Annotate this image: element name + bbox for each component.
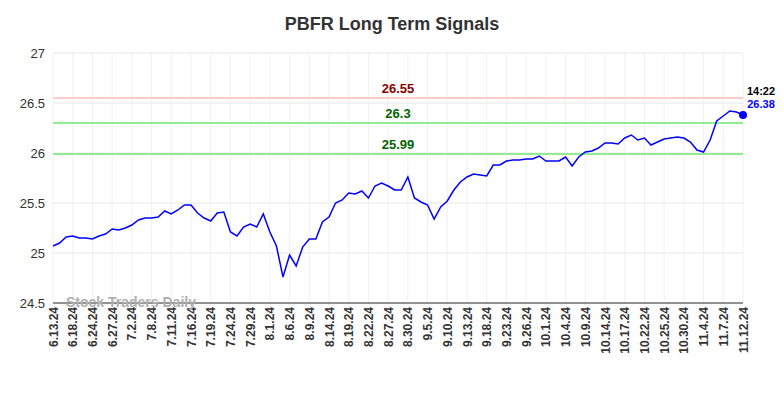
svg-text:10.4.24: 10.4.24 [559,307,573,347]
svg-text:10.14.24: 10.14.24 [599,307,613,354]
svg-text:9.5.24: 9.5.24 [421,307,435,341]
svg-text:8.14.24: 8.14.24 [323,307,337,347]
svg-text:10.17.24: 10.17.24 [618,307,632,354]
svg-text:7.2.24: 7.2.24 [125,307,139,341]
svg-text:8.27.24: 8.27.24 [382,307,396,347]
svg-text:26: 26 [31,146,45,161]
svg-text:7.11.24: 7.11.24 [165,307,179,347]
svg-text:9.18.24: 9.18.24 [480,307,494,347]
svg-text:10.30.24: 10.30.24 [677,307,691,354]
svg-text:27: 27 [31,46,45,61]
svg-text:9.23.24: 9.23.24 [500,307,514,347]
svg-text:8.6.24: 8.6.24 [283,307,297,341]
svg-text:6.18.24: 6.18.24 [66,307,80,347]
svg-text:11.12.24: 11.12.24 [737,307,751,353]
svg-text:7.16.24: 7.16.24 [185,307,199,347]
svg-text:10.22.24: 10.22.24 [638,307,652,354]
svg-text:7.19.24: 7.19.24 [204,307,218,347]
svg-text:7.24.24: 7.24.24 [224,307,238,347]
svg-text:9.13.24: 9.13.24 [461,307,475,347]
svg-text:9.10.24: 9.10.24 [441,307,455,347]
svg-text:8.1.24: 8.1.24 [263,307,277,341]
svg-text:10.25.24: 10.25.24 [658,307,672,354]
svg-text:8.30.24: 8.30.24 [401,307,415,347]
svg-text:14:22: 14:22 [747,85,775,97]
svg-text:10.9.24: 10.9.24 [579,307,593,347]
svg-text:7.29.24: 7.29.24 [244,307,258,347]
svg-text:25: 25 [31,246,45,261]
svg-text:24.5: 24.5 [20,296,45,311]
svg-text:9.26.24: 9.26.24 [520,307,534,347]
svg-text:6.13.24: 6.13.24 [47,307,61,347]
svg-text:8.22.24: 8.22.24 [362,307,376,347]
html-text:PBFR Long Term Signals: PBFR Long Term Signals [284,14,500,34]
svg-text:26.38: 26.38 [747,98,775,110]
svg-text:11.4.24: 11.4.24 [697,307,711,347]
svg-text:6.27.24: 6.27.24 [106,307,120,347]
svg-text:25.5: 25.5 [20,196,45,211]
html-text:Stock Traders Daily: Stock Traders Daily [66,294,196,310]
svg-text:10.1.24: 10.1.24 [539,307,553,347]
svg-text:8.19.24: 8.19.24 [342,307,356,347]
svg-text:8.9.24: 8.9.24 [303,307,317,341]
svg-text:7.8.24: 7.8.24 [145,307,159,341]
svg-text:26.55: 26.55 [382,81,415,96]
svg-text:11.7.24: 11.7.24 [717,307,731,347]
svg-text:26.5: 26.5 [20,96,45,111]
svg-text:25.99: 25.99 [382,137,415,152]
svg-text:26.3: 26.3 [385,106,410,121]
svg-text:6.24.24: 6.24.24 [86,307,100,347]
